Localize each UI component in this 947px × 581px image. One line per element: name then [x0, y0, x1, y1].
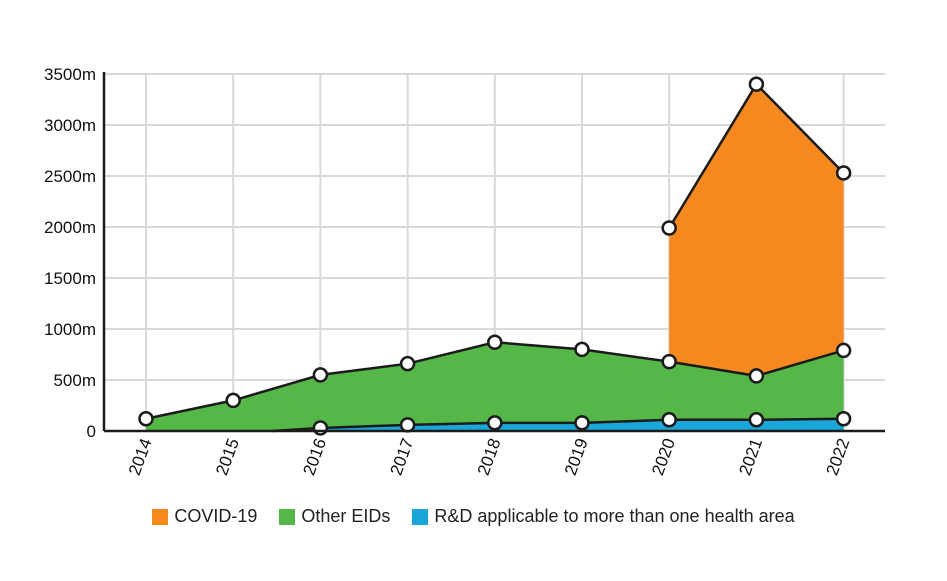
- legend: COVID-19 Other EIDs R&D applicable to mo…: [0, 506, 947, 527]
- x-tick-label: 2022: [823, 436, 854, 478]
- x-tick-label: 2018: [474, 436, 505, 478]
- legend-label-rd: R&D applicable to more than one health a…: [434, 506, 795, 526]
- legend-item-covid: COVID-19: [152, 506, 257, 527]
- axes: [102, 72, 885, 433]
- point-covid-19: [835, 165, 852, 181]
- point-other-eids: [487, 334, 503, 351]
- area-covid-19: [669, 84, 844, 376]
- x-tick-labels: 2014 2015 2016 2017 2018 2019 2020 2021 2022: [125, 436, 853, 478]
- stacked-area-chart: 0 500m 1000m 1500m 2000m 2500m 3000m 3500m 2014…: [44, 65, 885, 478]
- point-rd-multi-area: [835, 411, 852, 427]
- point-other-eids: [225, 392, 241, 409]
- point-rd-multi-area: [574, 415, 590, 431]
- y-tick-label: 1000m: [44, 320, 96, 339]
- x-tick-label: 2019: [561, 436, 592, 478]
- x-tick-label: 2016: [299, 436, 330, 478]
- point-other-eids: [312, 367, 329, 383]
- point-rd-multi-area: [487, 415, 503, 431]
- point-other-eids: [748, 368, 765, 384]
- point-rd-multi-area: [399, 417, 416, 433]
- legend-item-other-eids: Other EIDs: [279, 506, 390, 527]
- point-other-eids: [138, 411, 154, 427]
- line-rd-multi-area: [272, 417, 844, 433]
- legend-label-covid: COVID-19: [174, 506, 258, 526]
- legend-label-other-eids: Other EIDs: [301, 506, 391, 526]
- legend-item-rd: R&D applicable to more than one health a…: [412, 506, 795, 527]
- point-other-eids: [835, 342, 852, 359]
- point-rd-multi-area: [312, 420, 329, 436]
- point-rd-multi-area: [661, 412, 677, 428]
- green-square-icon: [279, 508, 296, 525]
- y-tick-label: 1500m: [44, 269, 96, 288]
- point-other-eids: [661, 353, 677, 370]
- y-tick-label: 2000m: [44, 218, 96, 237]
- y-tick-label: 3500m: [44, 65, 96, 84]
- point-rd-multi-area: [748, 412, 765, 428]
- y-tick-label: 500m: [53, 371, 96, 390]
- data-points: [138, 76, 852, 436]
- x-tick-label: 2020: [648, 436, 679, 478]
- x-tick-label: 2017: [387, 436, 418, 478]
- x-tick-label: 2015: [212, 436, 243, 478]
- y-tick-labels: 0 500m 1000m 1500m 2000m 2500m 3000m 3500m: [44, 65, 96, 441]
- x-tick-label: 2021: [735, 436, 766, 478]
- point-covid-19: [661, 220, 677, 236]
- orange-square-icon: [152, 508, 169, 525]
- point-covid-19: [748, 76, 765, 92]
- x-tick-label: 2014: [125, 436, 156, 478]
- y-tick-label: 2500m: [44, 167, 96, 186]
- point-other-eids: [574, 341, 590, 358]
- area-rd-multi-area: [272, 418, 844, 431]
- y-tick-label: 3000m: [44, 116, 96, 135]
- blue-square-icon: [412, 508, 429, 525]
- y-tick-label: 0: [87, 422, 96, 441]
- point-other-eids: [399, 355, 416, 372]
